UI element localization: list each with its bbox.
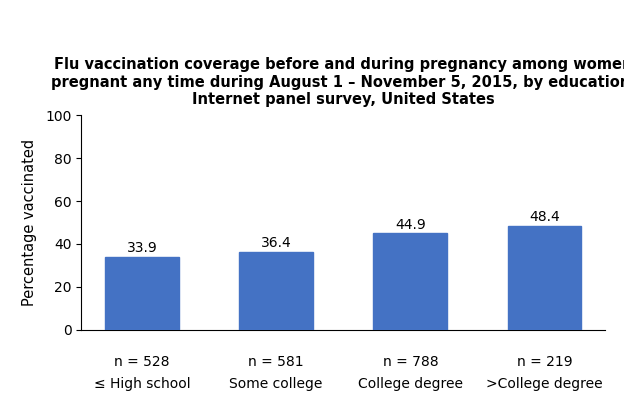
Text: n = 788: n = 788 [383, 355, 438, 369]
Text: n = 528: n = 528 [114, 355, 170, 369]
Text: >College degree: >College degree [486, 377, 603, 391]
Text: College degree: College degree [358, 377, 463, 391]
Text: n = 219: n = 219 [517, 355, 572, 369]
Bar [239, 252, 313, 330]
Bar [373, 234, 447, 330]
Title: Flu vaccination coverage before and during pregnancy among women
pregnant any ti: Flu vaccination coverage before and duri… [51, 57, 624, 107]
Text: 36.4: 36.4 [261, 236, 291, 250]
Text: ≤ High school: ≤ High school [94, 377, 190, 391]
Text: 48.4: 48.4 [529, 210, 560, 224]
Text: 44.9: 44.9 [395, 218, 426, 232]
Y-axis label: Percentage vaccinated: Percentage vaccinated [22, 139, 37, 306]
Text: Some college: Some college [230, 377, 323, 391]
Bar [508, 226, 582, 330]
Text: n = 581: n = 581 [248, 355, 304, 369]
Text: 33.9: 33.9 [127, 241, 157, 255]
Bar [105, 257, 178, 330]
